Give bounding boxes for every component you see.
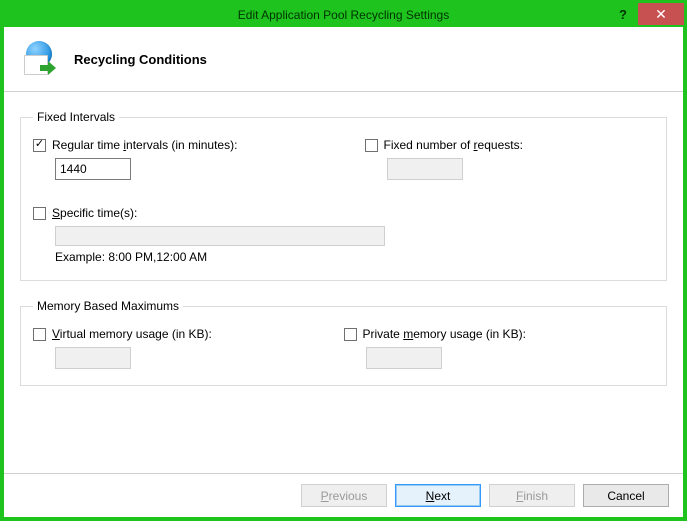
virtual-memory-label[interactable]: Virtual memory usage (in KB): — [52, 327, 212, 341]
titlebar-controls: ? ✕ — [608, 3, 684, 25]
next-button[interactable]: Next — [395, 484, 481, 507]
regular-time-label[interactable]: Regular time intervals (in minutes): — [52, 138, 237, 152]
specific-times-input — [55, 226, 385, 246]
close-button[interactable]: ✕ — [638, 3, 684, 25]
content-area: Fixed Intervals Regular time intervals (… — [4, 92, 683, 473]
virtual-memory-input — [55, 347, 131, 369]
fixed-intervals-group: Fixed Intervals Regular time intervals (… — [20, 110, 667, 281]
private-memory-label[interactable]: Private memory usage (in KB): — [363, 327, 526, 341]
specific-times-example: Example: 8:00 PM,12:00 AM — [55, 250, 654, 264]
specific-times-checkbox[interactable] — [33, 207, 46, 220]
private-memory-input — [366, 347, 442, 369]
page-title: Recycling Conditions — [74, 52, 207, 67]
finish-button: Finish — [489, 484, 575, 507]
fixed-requests-label[interactable]: Fixed number of requests: — [384, 138, 523, 152]
fixed-requests-checkbox[interactable] — [365, 139, 378, 152]
regular-time-checkbox[interactable] — [33, 139, 46, 152]
memory-maximums-legend: Memory Based Maximums — [33, 299, 183, 313]
window-title: Edit Application Pool Recycling Settings — [3, 8, 684, 22]
cancel-button[interactable]: Cancel — [583, 484, 669, 507]
recycle-icon — [24, 41, 60, 77]
previous-button: Previous — [301, 484, 387, 507]
help-button[interactable]: ? — [608, 3, 638, 25]
virtual-memory-checkbox[interactable] — [33, 328, 46, 341]
wizard-footer: Previous Next Finish Cancel — [4, 473, 683, 517]
private-memory-checkbox[interactable] — [344, 328, 357, 341]
dialog-window: Edit Application Pool Recycling Settings… — [0, 0, 687, 521]
memory-maximums-group: Memory Based Maximums Virtual memory usa… — [20, 299, 667, 386]
specific-times-label[interactable]: Specific time(s): — [52, 206, 137, 220]
fixed-intervals-legend: Fixed Intervals — [33, 110, 119, 124]
fixed-requests-input — [387, 158, 463, 180]
wizard-header: Recycling Conditions — [4, 27, 683, 92]
regular-time-input[interactable] — [55, 158, 131, 180]
titlebar: Edit Application Pool Recycling Settings… — [3, 3, 684, 27]
